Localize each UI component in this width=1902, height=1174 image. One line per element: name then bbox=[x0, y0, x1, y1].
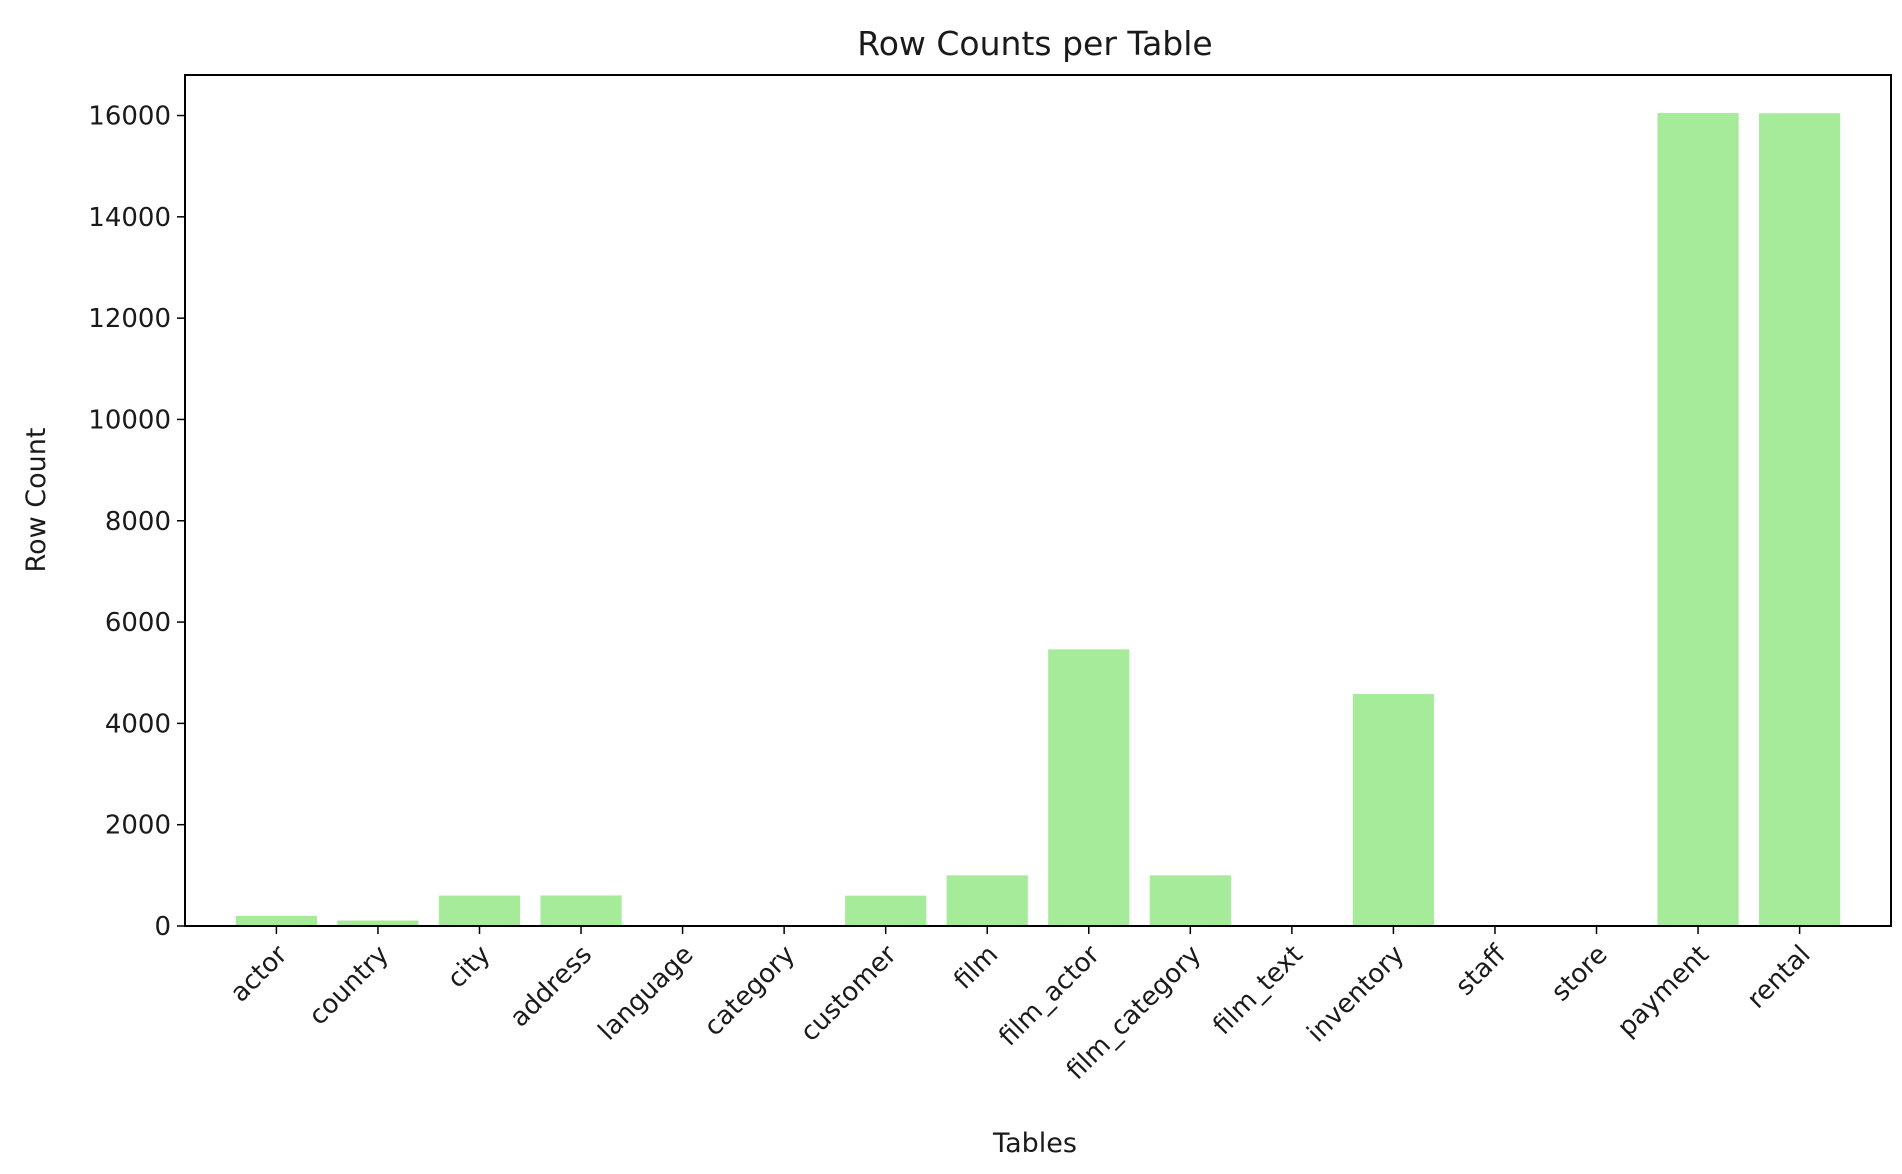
chart-title: Row Counts per Table bbox=[857, 24, 1212, 63]
x-tick-label: customer bbox=[795, 940, 903, 1048]
bar-film_category bbox=[1150, 875, 1231, 926]
y-tick-label: 12000 bbox=[88, 304, 171, 334]
y-tick-label: 2000 bbox=[105, 811, 171, 841]
x-tick-label: language bbox=[593, 940, 700, 1047]
y-tick-label: 16000 bbox=[88, 102, 171, 132]
x-tick-label: film bbox=[948, 940, 1004, 996]
x-tick-label: country bbox=[303, 940, 395, 1032]
x-tick-label: actor bbox=[225, 940, 294, 1009]
y-tick-label: 0 bbox=[154, 912, 171, 942]
x-tick-label: payment bbox=[1612, 940, 1715, 1043]
y-tick-label: 6000 bbox=[105, 608, 171, 638]
bar-address bbox=[540, 895, 621, 926]
x-tick-label: staff bbox=[1450, 939, 1513, 1002]
bars-layer bbox=[236, 113, 1840, 926]
bar-actor bbox=[236, 916, 317, 926]
bar-inventory bbox=[1353, 694, 1434, 926]
x-tick-label: rental bbox=[1742, 940, 1817, 1015]
bar-payment bbox=[1657, 113, 1738, 926]
y-tick-label: 4000 bbox=[105, 709, 171, 739]
y-axis: 0 2000 4000 6000 8000 10000 12000 14000 16000 bbox=[88, 102, 185, 942]
bar-city bbox=[439, 896, 520, 926]
x-tick-label: film_actor bbox=[993, 940, 1106, 1053]
bar-customer bbox=[845, 896, 926, 926]
bar-rental bbox=[1759, 113, 1840, 926]
x-tick-label: film_text bbox=[1208, 940, 1309, 1041]
bar-film_actor bbox=[1048, 649, 1129, 926]
x-tick-label: store bbox=[1546, 940, 1614, 1008]
y-axis-title: Row Count bbox=[21, 428, 52, 573]
y-tick-label: 8000 bbox=[105, 507, 171, 537]
bar-film bbox=[947, 875, 1028, 926]
y-tick-label: 10000 bbox=[88, 405, 171, 435]
y-tick-label: 14000 bbox=[88, 203, 171, 233]
x-axis-title: Tables bbox=[992, 1128, 1077, 1159]
x-tick-label: inventory bbox=[1302, 940, 1411, 1049]
x-tick-label: category bbox=[699, 940, 801, 1042]
plot-frame bbox=[185, 75, 1891, 926]
x-tick-label: address bbox=[505, 940, 598, 1033]
x-tick-label: city bbox=[442, 940, 497, 995]
